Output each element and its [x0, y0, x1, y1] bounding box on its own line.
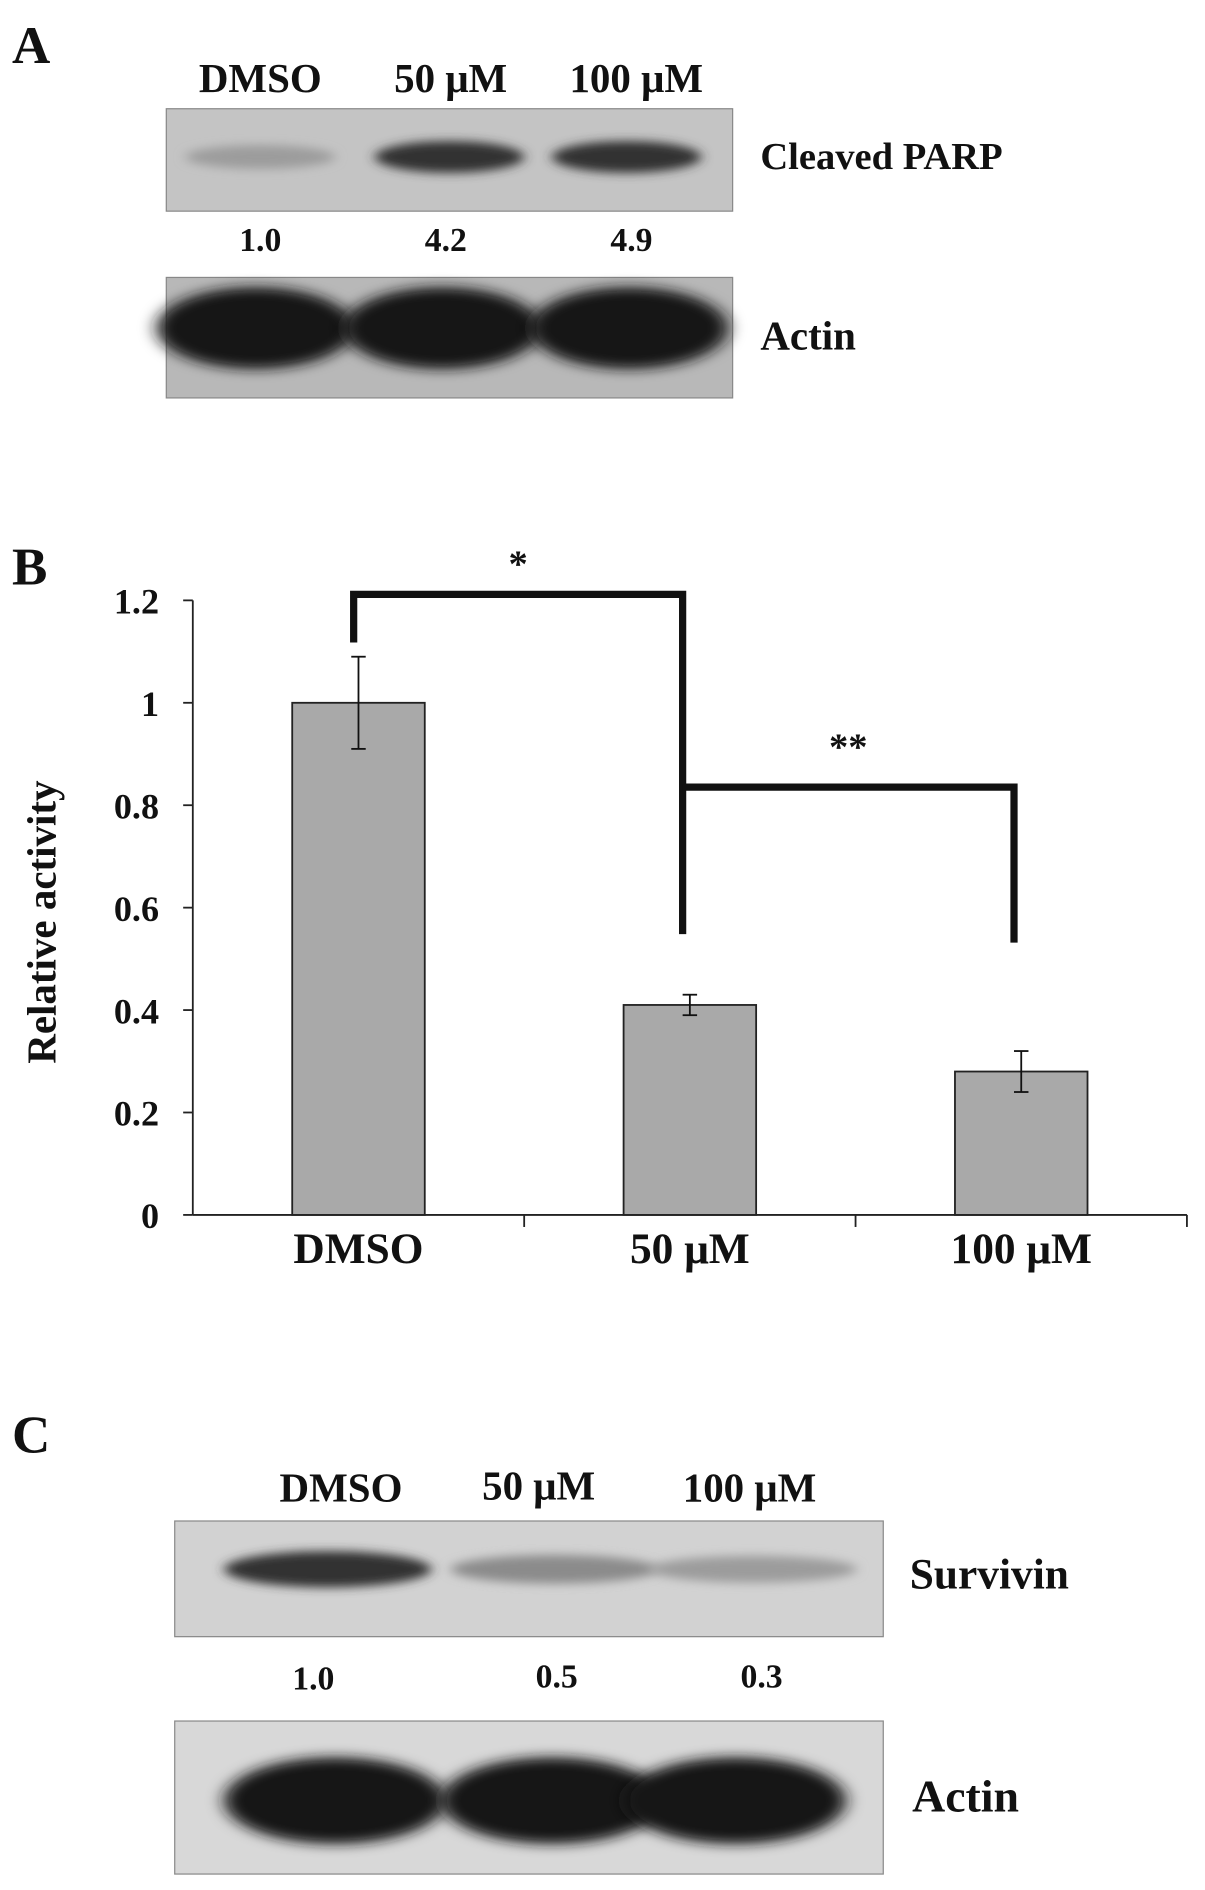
blot-label: Cleaved PARP — [760, 136, 1002, 178]
protein-band — [649, 1555, 857, 1583]
panel-a-label: A — [12, 17, 50, 75]
protein-band — [450, 1554, 658, 1584]
protein-band — [624, 1757, 846, 1844]
protein-band — [530, 287, 728, 370]
x-tick-label: DMSO — [293, 1225, 423, 1273]
y-tick-label: 0.2 — [114, 1094, 159, 1134]
panel-c-lane-label: 50 μM — [482, 1462, 595, 1508]
blot-label: Survivin — [910, 1550, 1069, 1598]
y-axis-label: Relative activity — [18, 780, 64, 1064]
bar — [954, 1070, 1089, 1216]
blot-survivin — [174, 1520, 884, 1638]
panel-a-lane-label: DMSO — [199, 55, 322, 101]
protein-band — [224, 1551, 432, 1588]
significance-bracket — [682, 783, 1018, 943]
blot-actin — [156, 276, 734, 399]
x-tick-label: 100 μM — [951, 1225, 1092, 1273]
significance-label: * — [509, 543, 528, 585]
protein-band — [343, 287, 542, 370]
panel-c-label: C — [12, 1406, 50, 1464]
blot-cleaved-parp — [165, 108, 734, 212]
x-tick-label: 50 μM — [630, 1225, 750, 1273]
panel-b-label: B — [12, 539, 47, 597]
panel-c-lane-label: 100 μM — [683, 1465, 817, 1511]
panel-a-lane-label: 50 μM — [394, 55, 507, 101]
quantification-value: 0.5 — [536, 1658, 578, 1695]
quantification-value: 0.3 — [740, 1658, 782, 1695]
panel-a-lane-label: 100 μM — [569, 55, 703, 101]
significance-bracket — [350, 590, 687, 935]
blot-label: Actin — [760, 313, 856, 359]
bar — [291, 701, 426, 1216]
y-tick-label: 1.2 — [114, 582, 159, 622]
y-tick-label: 0.8 — [114, 786, 159, 826]
quantification-value: 4.2 — [425, 222, 467, 259]
blot-actin — [174, 1720, 884, 1875]
y-tick-label: 0.6 — [114, 889, 159, 929]
quantification-value: 1.0 — [292, 1661, 334, 1698]
protein-band — [185, 145, 335, 169]
protein-band — [551, 141, 702, 173]
protein-band — [441, 1757, 663, 1844]
quantification-value: 4.9 — [610, 222, 652, 259]
panel-c-lane-label: DMSO — [280, 1465, 403, 1511]
protein-band — [224, 1757, 446, 1844]
significance-label: ** — [829, 726, 868, 768]
quantification-value: 1.0 — [239, 222, 281, 259]
y-tick-label: 1 — [141, 684, 159, 724]
bar — [622, 1004, 758, 1216]
blot-label: Actin — [912, 1770, 1019, 1821]
protein-band — [374, 141, 525, 173]
protein-band — [156, 287, 355, 370]
y-tick-label: 0 — [141, 1196, 159, 1236]
y-tick-label: 0.4 — [114, 991, 159, 1031]
